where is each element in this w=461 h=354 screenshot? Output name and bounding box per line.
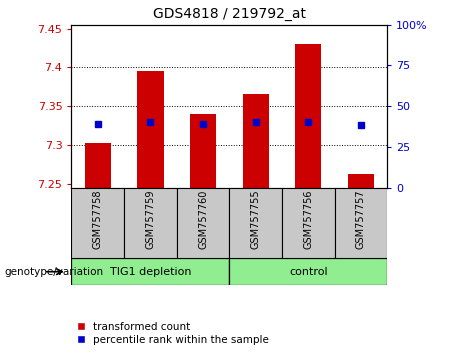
Text: GSM757759: GSM757759 [145,190,155,249]
Bar [229,258,387,285]
Bar [295,44,321,188]
Title: GDS4818 / 219792_at: GDS4818 / 219792_at [153,7,306,21]
Bar [229,188,282,258]
Bar [282,188,335,258]
Text: GSM757757: GSM757757 [356,190,366,249]
Text: control: control [289,267,328,277]
Text: GSM757760: GSM757760 [198,190,208,249]
Legend: transformed count, percentile rank within the sample: transformed count, percentile rank withi… [77,322,269,345]
Text: genotype/variation: genotype/variation [5,267,104,277]
Text: TIG1 depletion: TIG1 depletion [110,267,191,277]
Text: GSM757756: GSM757756 [303,190,313,249]
Bar [348,175,374,188]
Bar [190,114,216,188]
Bar [177,188,229,258]
Text: GSM757758: GSM757758 [93,190,103,249]
Bar [242,94,269,188]
Bar [124,188,177,258]
Bar [71,258,229,285]
Bar [137,71,164,188]
Bar [335,188,387,258]
Bar [71,188,124,258]
Text: GSM757755: GSM757755 [251,190,260,249]
Bar [85,143,111,188]
